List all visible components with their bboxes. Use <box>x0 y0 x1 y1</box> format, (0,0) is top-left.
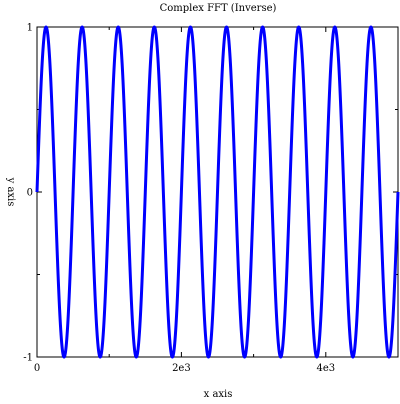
series-line-0 <box>35 25 400 359</box>
series-layer <box>35 25 400 359</box>
x-tick-label: 0 <box>34 363 40 374</box>
x-tick-label: 4e3 <box>316 363 335 374</box>
y-tick-label: 0 <box>27 188 33 199</box>
chart-title: Complex FFT (Inverse) <box>160 3 277 14</box>
y-tick-label: 1 <box>27 23 33 34</box>
x-axis-label: x axis <box>204 389 233 400</box>
y-axis-label: y axis <box>5 177 16 207</box>
y-tick-label: -1 <box>23 353 33 364</box>
y-axis-ticks: -1 0 1 <box>23 23 398 364</box>
x-tick-label: 2e3 <box>172 363 191 374</box>
